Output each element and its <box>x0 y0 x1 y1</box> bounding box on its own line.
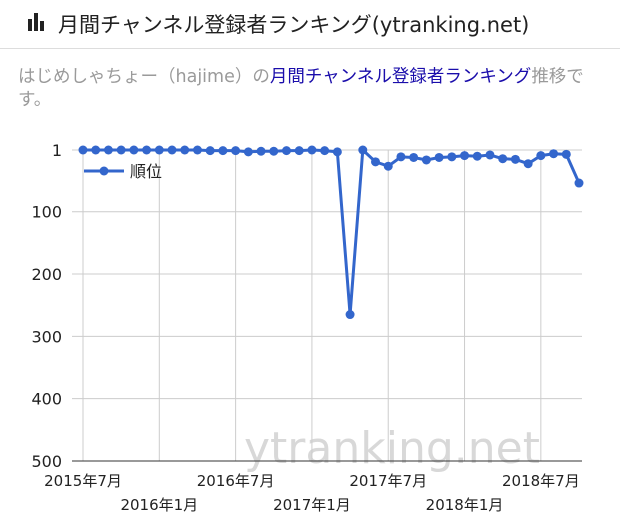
x-tick-label: 2016年7月 <box>197 472 275 490</box>
header: 月間チャンネル登録者ランキング(ytranking.net) <box>0 0 620 49</box>
data-point <box>294 146 304 156</box>
y-tick-label: 400 <box>31 390 62 409</box>
description: はじめしゃちょー（hajime）の月間チャンネル登録者ランキング推移です。 <box>18 66 608 112</box>
data-point <box>396 152 406 162</box>
data-point <box>345 310 355 320</box>
data-point <box>447 152 457 162</box>
data-point <box>434 152 444 162</box>
description-link[interactable]: 月間チャンネル登録者ランキング <box>269 67 532 87</box>
data-point <box>142 145 152 155</box>
data-point <box>460 151 470 161</box>
data-point <box>269 146 279 156</box>
x-tick-label: 2015年7月 <box>44 472 122 490</box>
x-tick-label: 2017年7月 <box>349 472 427 490</box>
x-tick-label: 2017年1月 <box>273 496 351 514</box>
legend-marker <box>99 166 109 176</box>
data-point <box>78 145 88 155</box>
data-point <box>243 147 253 157</box>
chart-icon <box>28 13 44 31</box>
data-point <box>320 146 330 156</box>
data-point <box>218 146 228 156</box>
data-point <box>383 161 393 171</box>
data-point <box>549 149 559 159</box>
data-point <box>231 146 241 156</box>
data-point <box>154 145 164 155</box>
data-point <box>103 145 113 155</box>
data-point <box>409 152 419 162</box>
data-point <box>205 146 215 156</box>
y-tick-label: 1 <box>52 141 62 160</box>
data-point <box>472 151 482 161</box>
x-tick-label: 2018年7月 <box>502 472 580 490</box>
legend-label: 順位 <box>130 162 162 181</box>
data-point <box>91 145 101 155</box>
data-point <box>371 157 381 167</box>
data-point <box>574 178 584 188</box>
watermark: ytranking.net <box>244 423 540 474</box>
data-point <box>358 145 368 155</box>
data-point <box>116 145 126 155</box>
data-point <box>256 146 266 156</box>
x-tick-label: 2016年1月 <box>120 496 198 514</box>
description-prefix: はじめしゃちょー（hajime）の <box>18 67 270 87</box>
header-title: 月間チャンネル登録者ランキング(ytranking.net) <box>58 13 530 37</box>
data-point <box>180 145 190 155</box>
data-point <box>129 145 139 155</box>
x-tick-label: 2018年1月 <box>426 496 504 514</box>
y-tick-label: 300 <box>31 327 62 346</box>
data-point <box>192 145 202 155</box>
data-point <box>498 154 508 164</box>
y-tick-label: 100 <box>31 203 62 222</box>
data-point <box>421 155 431 165</box>
data-point <box>332 147 342 157</box>
data-point <box>485 150 495 160</box>
data-point <box>307 145 317 155</box>
series-line <box>83 146 581 315</box>
data-point <box>561 149 571 159</box>
description-suffix: 推移です。 <box>18 67 584 110</box>
data-point <box>510 154 520 164</box>
y-tick-label: 500 <box>31 452 62 471</box>
data-point <box>167 145 177 155</box>
y-tick-label: 200 <box>31 265 62 284</box>
data-point <box>523 159 533 169</box>
data-point <box>536 151 546 161</box>
data-point <box>281 146 291 156</box>
